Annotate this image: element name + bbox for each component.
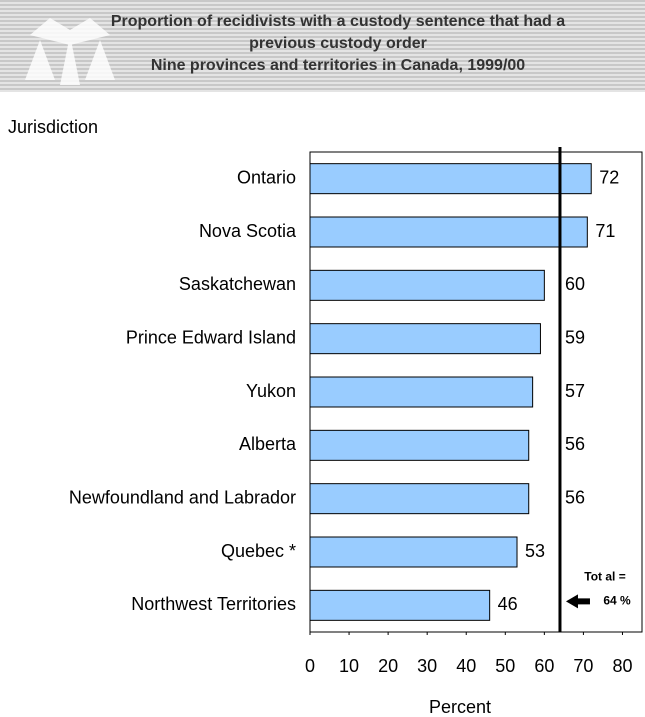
y-tick-label: Yukon [246,381,296,401]
y-tick-label: Saskatchewan [179,274,296,294]
bar [309,269,545,301]
x-tick-label: 70 [573,656,593,676]
chart-title: Proportion of recidivists with a custody… [111,13,565,30]
x-tick-label: 20 [378,656,398,676]
data-label: 56 [565,434,585,454]
data-label: 72 [599,167,619,187]
logo [25,18,115,85]
chart-title: previous custody order [249,35,427,52]
y-tick-label: Newfoundland and Labrador [69,487,296,507]
y-tick-label: Nova Scotia [199,221,297,241]
reference-label: 64 % [603,594,631,608]
y-axis-label: Jurisdiction [8,117,98,137]
bar [309,589,491,621]
data-label: 59 [565,327,585,347]
x-tick-label: 80 [612,656,632,676]
x-tick-label: 40 [456,656,476,676]
bar [309,323,541,355]
x-axis-label: Percent [429,697,491,717]
bar [309,483,530,515]
data-label: 60 [565,274,585,294]
data-label: 57 [565,381,585,401]
y-tick-label: Prince Edward Island [126,327,296,347]
x-tick-label: 50 [495,656,515,676]
bar [309,163,592,195]
bar [309,536,518,568]
data-label: 46 [498,594,518,614]
y-tick-label: Ontario [237,167,296,187]
x-tick-label: 60 [534,656,554,676]
x-tick-label: 0 [305,656,315,676]
bar [309,429,530,461]
chart-subtitle: Nine provinces and territories in Canada… [151,57,525,74]
bar [309,216,588,248]
y-tick-label: Northwest Territories [131,594,296,614]
data-label: 56 [565,487,585,507]
reference-label: Tot al = [584,570,625,584]
bar [309,376,534,408]
data-label: 53 [525,541,545,561]
y-tick-label: Alberta [239,434,297,454]
y-tick-label: Quebec * [221,541,296,561]
reference-arrow [565,594,590,609]
x-tick-label: 10 [339,656,359,676]
x-tick-label: 30 [417,656,437,676]
data-label: 71 [595,221,615,241]
